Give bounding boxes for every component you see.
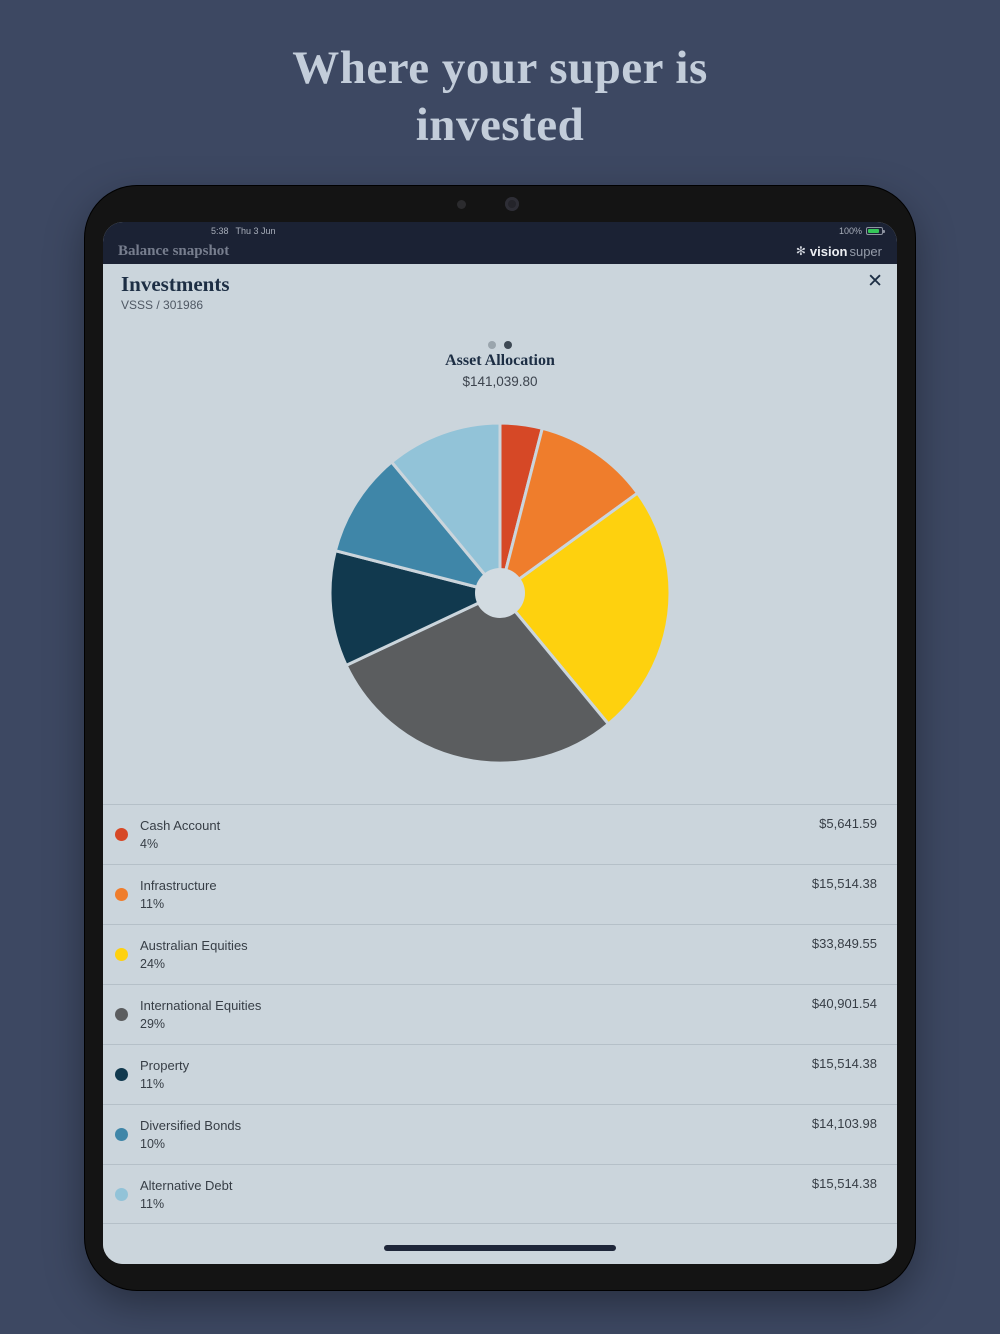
legend-row-australian-equities: Australian Equities 24% $33,849.55 — [103, 924, 897, 984]
carousel-dots — [103, 336, 897, 354]
status-bar: 5:38 Thu 3 Jun 100% — [103, 222, 897, 238]
pie-slice-australian-equities[interactable] — [498, 491, 672, 726]
asset-allocation-pie-chart — [328, 421, 672, 765]
legend-color-dot — [115, 828, 128, 841]
legend-amount: $15,514.38 — [811, 1176, 877, 1191]
legend-label: Cash Account — [140, 818, 221, 833]
legend-percent: 10% — [140, 1137, 166, 1151]
legend-label: Diversified Bonds — [140, 1118, 242, 1133]
vision-super-flower-icon: ✻ — [795, 244, 806, 258]
legend-amount: $15,514.38 — [811, 1056, 877, 1071]
legend-amount: $40,901.54 — [811, 996, 877, 1011]
legend-percent: 11% — [140, 1196, 165, 1211]
pie-slice-diversified-bonds[interactable] — [333, 460, 502, 595]
legend-percent: 24% — [140, 957, 166, 971]
legend-percent: 11% — [140, 1077, 165, 1091]
battery-icon — [866, 227, 885, 235]
ipad-frame: 5:38 Thu 3 Jun 100% Balance snapshot ✻ vi… — [85, 186, 915, 1290]
legend-amount: $15,514.38 — [811, 876, 877, 891]
legend-percent: 29% — [140, 1017, 166, 1031]
ipad-screen: 5:38 Thu 3 Jun 100% Balance snapshot ✻ vi… — [103, 222, 897, 1264]
app-header: Balance snapshot ✻ vision super — [103, 238, 897, 264]
legend-amount: $5,641.59 — [819, 816, 877, 831]
close-icon[interactable]: ✕ — [867, 271, 883, 292]
pie-center-hole — [475, 568, 525, 618]
battery-percent: 100% — [838, 226, 862, 236]
legend-percent: 4% — [140, 837, 159, 851]
legend-color-dot — [115, 1008, 128, 1021]
app-header-title: Balance snapshot — [118, 242, 230, 259]
legend-color-dot — [115, 1068, 128, 1081]
front-camera-icon — [505, 197, 519, 211]
front-sensor-icon — [457, 200, 466, 209]
account-number: VSSS / 301986 — [121, 298, 204, 312]
brand-logo: ✻ vision super — [796, 244, 882, 259]
pie-slice-property[interactable] — [328, 549, 502, 667]
brand-name-secondary: super — [849, 243, 882, 259]
carousel-dot-1[interactable] — [488, 341, 496, 349]
legend-row-infrastructure: Infrastructure 11% $15,514.38 — [103, 864, 897, 924]
legend-color-dot — [115, 948, 128, 961]
legend-color-dot — [115, 1128, 128, 1141]
legend-row-international-equities: International Equities 29% $40,901.54 — [103, 984, 897, 1044]
legend-color-dot — [115, 1187, 128, 1201]
legend-label: Alternative Debt — [140, 1177, 233, 1193]
chart-total-value: $141,039.80 — [462, 374, 538, 389]
investments-modal: Investments VSSS / 301986 ✕ Asset Alloca… — [103, 264, 897, 1264]
legend-row-property: Property 11% $15,514.38 — [103, 1044, 897, 1104]
asset-legend: Cash Account 4% $5,641.59 Infrastructure 11%… — [103, 804, 897, 1224]
legend-row-alternative-debt: Alternative Debt 11% $15,514.38 — [103, 1164, 897, 1224]
pie-slice-alternative-debt[interactable] — [390, 421, 502, 595]
brand-name-primary: vision — [809, 243, 848, 259]
status-time-date: 5:38 Thu 3 Jun — [211, 226, 283, 236]
page-title-line2: invested — [415, 99, 585, 152]
legend-row-cash-account: Cash Account 4% $5,641.59 — [103, 804, 897, 864]
legend-label: Australian Equities — [140, 938, 248, 953]
pie-slice-infrastructure[interactable] — [498, 426, 640, 595]
legend-amount: $14,103.98 — [811, 1116, 877, 1131]
status-date: Thu 3 Jun — [235, 226, 276, 236]
legend-label: International Equities — [140, 998, 262, 1013]
home-indicator[interactable] — [384, 1245, 616, 1251]
legend-color-dot — [115, 888, 128, 901]
modal-title: Investments — [121, 272, 230, 296]
legend-row-diversified-bonds: Diversified Bonds 10% $14,103.98 — [103, 1104, 897, 1164]
legend-label: Property — [140, 1058, 190, 1073]
page-title: Where your super is invested — [0, 40, 1000, 155]
legend-label: Infrastructure — [140, 878, 217, 893]
status-time: 5:38 — [211, 226, 229, 236]
legend-percent: 11% — [140, 897, 165, 911]
page-title-line1: Where your super is — [292, 42, 708, 94]
legend-amount: $33,849.55 — [811, 936, 877, 951]
status-battery: 100% — [838, 226, 885, 236]
carousel-dot-2-active[interactable] — [504, 341, 512, 349]
chart-title: Asset Allocation — [445, 352, 555, 369]
